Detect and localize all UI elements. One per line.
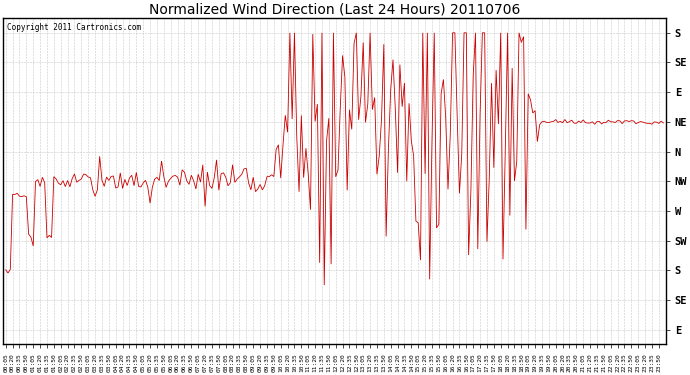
Text: Copyright 2011 Cartronics.com: Copyright 2011 Cartronics.com (7, 23, 141, 32)
Title: Normalized Wind Direction (Last 24 Hours) 20110706: Normalized Wind Direction (Last 24 Hours… (149, 3, 520, 17)
